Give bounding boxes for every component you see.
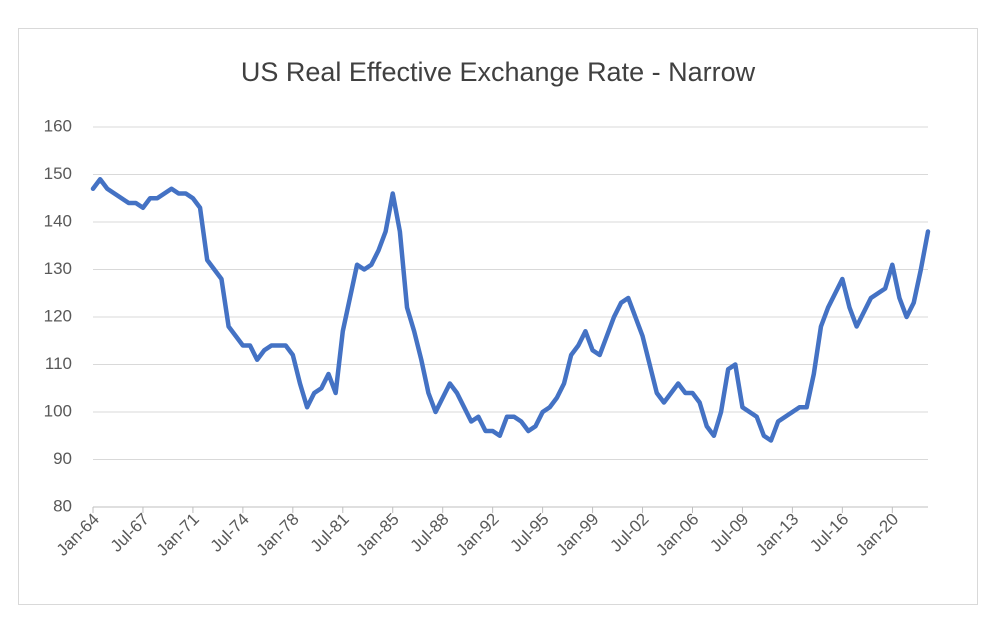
line-series <box>90 177 931 443</box>
y-tick-label: 160 <box>44 116 72 135</box>
y-tick-label: 110 <box>45 354 72 373</box>
chart-title: US Real Effective Exchange Rate - Narrow <box>241 57 756 87</box>
y-tick-label: 140 <box>44 211 72 230</box>
y-tick-label: 130 <box>44 259 72 278</box>
y-tick-label: 80 <box>53 496 72 515</box>
y-tick-label: 90 <box>53 449 72 468</box>
y-tick-label: 120 <box>44 306 72 325</box>
y-tick-label: 150 <box>44 164 72 183</box>
y-tick-label: 100 <box>44 401 72 420</box>
